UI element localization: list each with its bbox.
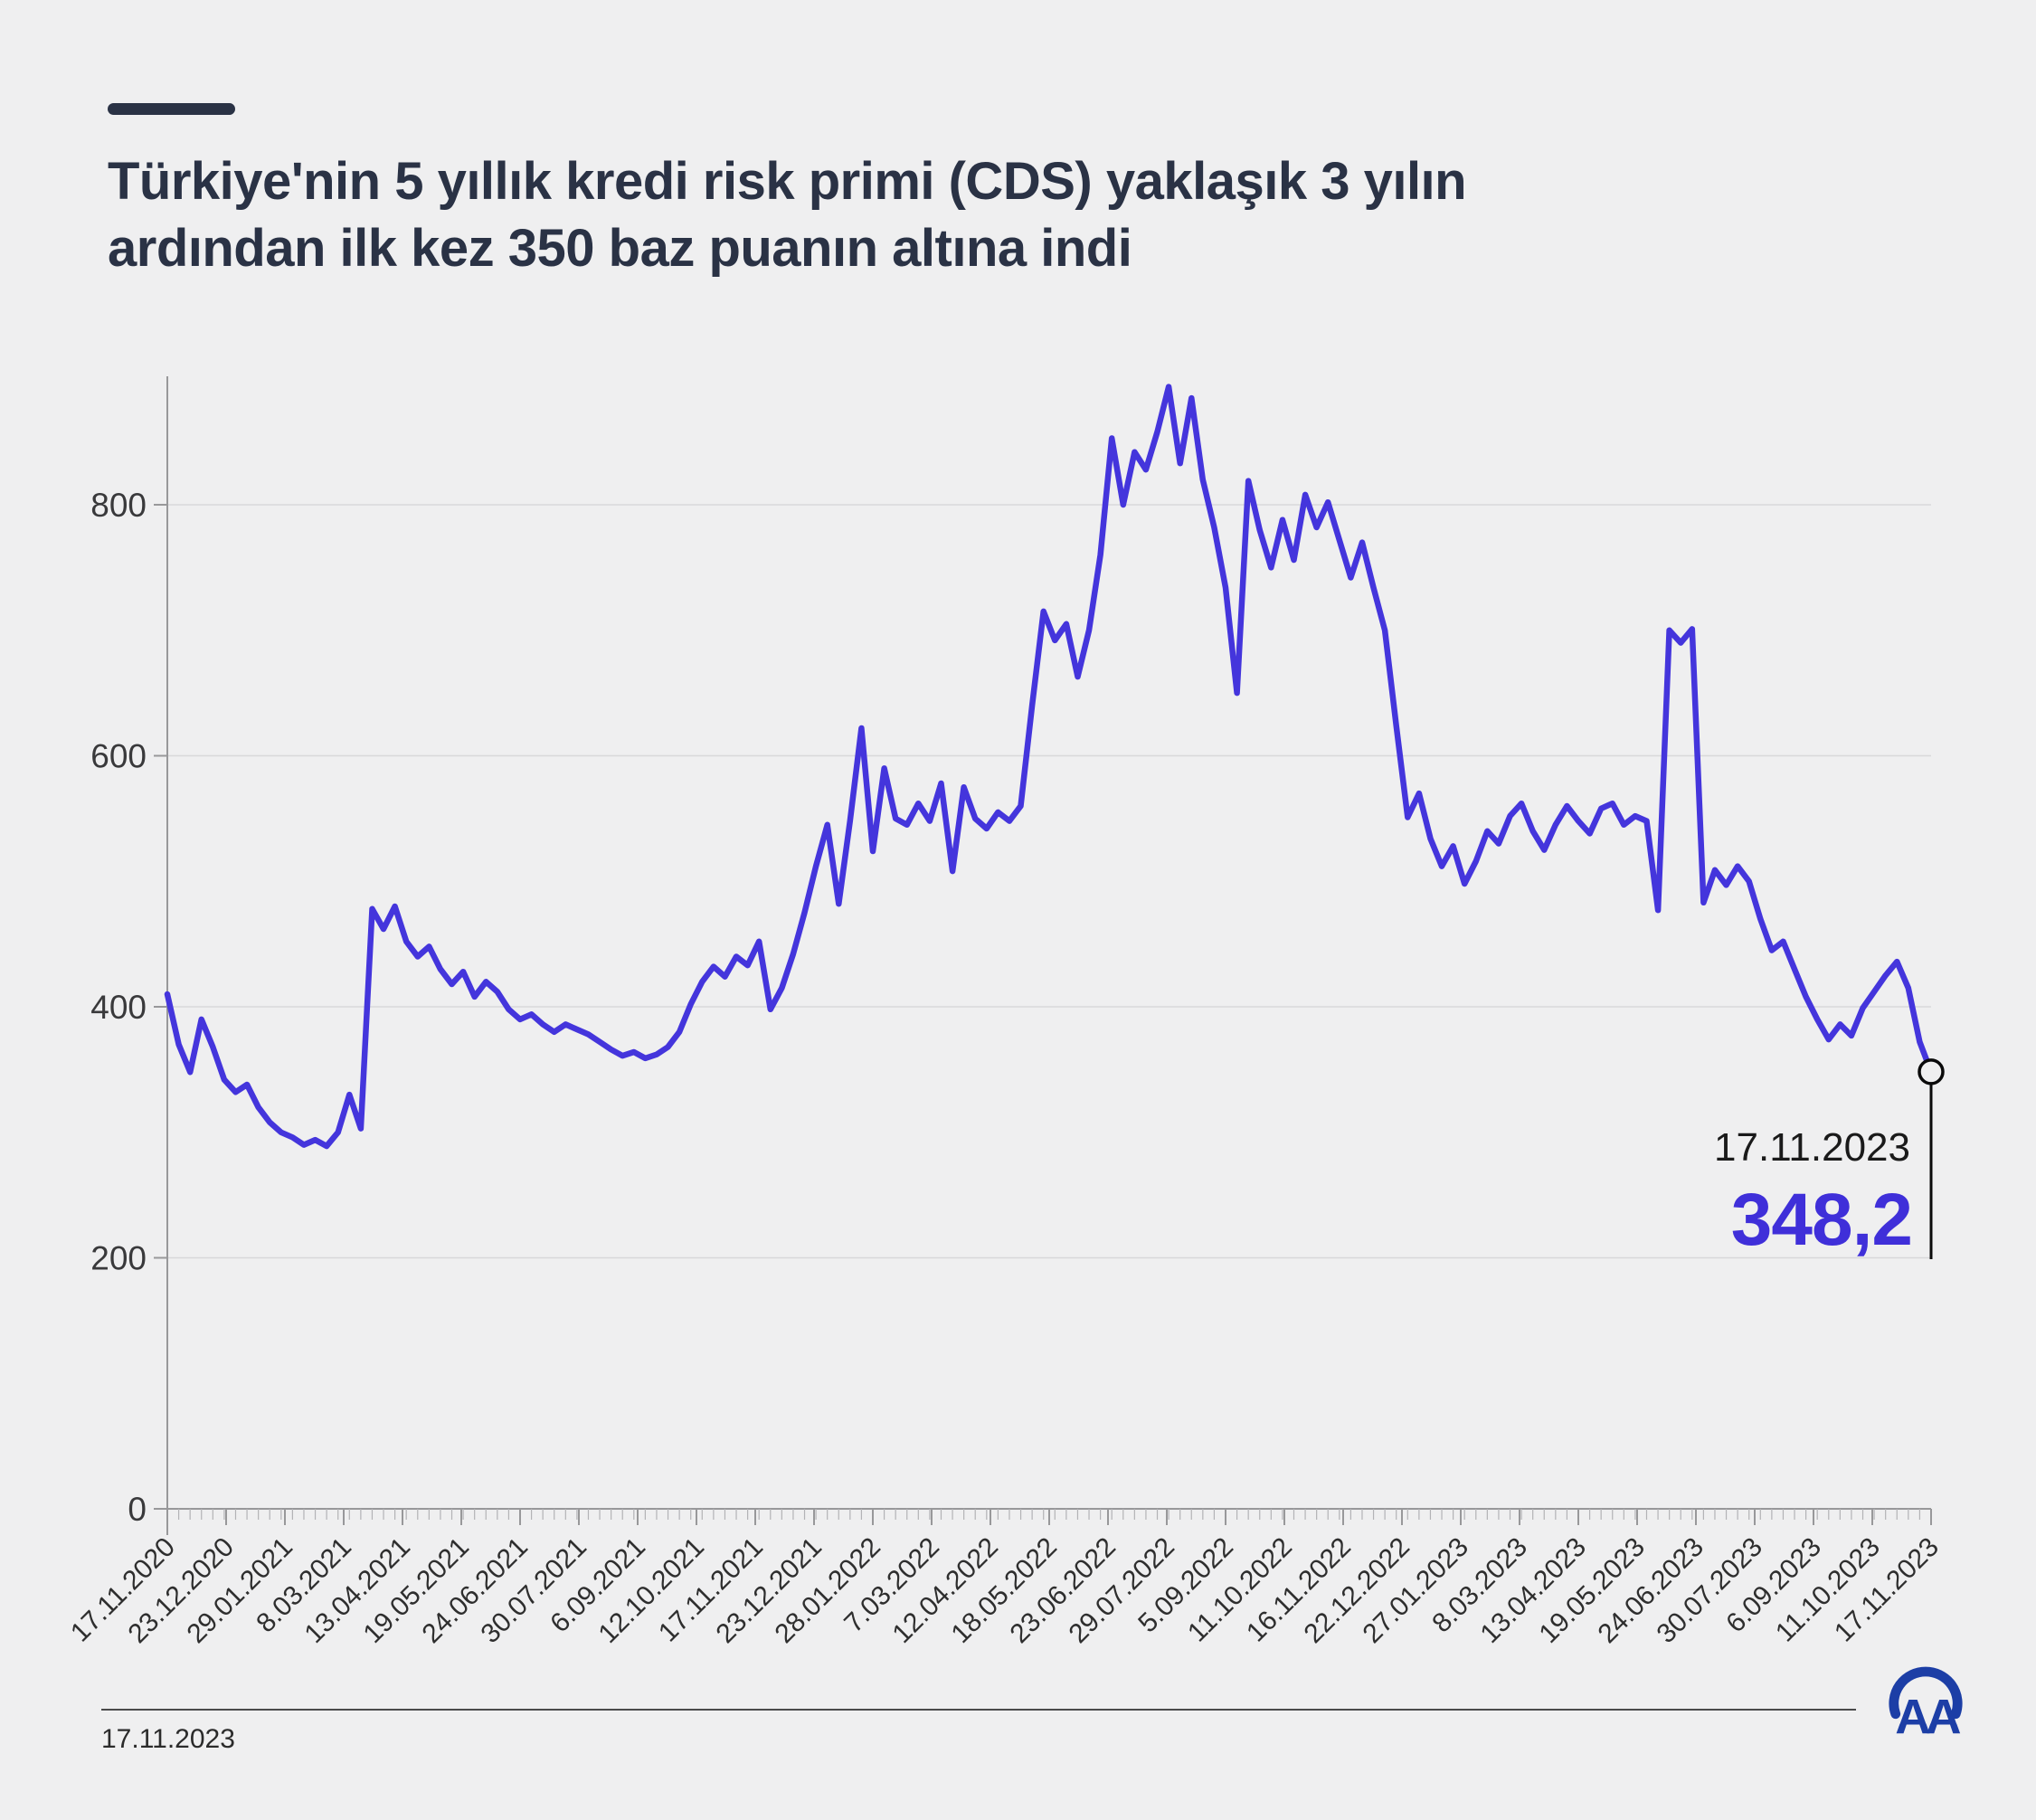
x-minor-ticks [166,1509,1932,1520]
page-title: Türkiye'nin 5 yıllık kredi risk primi (C… [108,148,1700,282]
aa-logo-letters: AA [1895,1688,1961,1744]
title-accent-bar [108,103,235,115]
y-tick-label-0: 0 [128,1491,147,1528]
annotation-value: 348,2 [1731,1179,1912,1261]
last-point-marker [1918,1058,1945,1085]
footer-divider [101,1709,1856,1711]
gridlines [167,504,1931,1259]
x-axis-labels: 17.11.202023.12.202029.01.20218.03.20211… [65,1509,1945,1649]
y-tick-label-600: 600 [90,738,147,775]
aa-logo: AA [1889,1666,1966,1744]
aa-logo-arc [1889,1666,1963,1720]
page-title-line1: Türkiye'nin 5 yıllık kredi risk primi (C… [108,152,1467,211]
y-tick-label-400: 400 [90,989,147,1026]
y-tick-label-800: 800 [90,487,147,524]
cds-line [164,384,1935,1150]
footer-date: 17.11.2023 [101,1724,235,1754]
page-title-line2: ardından ilk kez 350 baz puanın altına i… [108,219,1132,279]
y-tick-label-200: 200 [90,1240,147,1277]
y-axis-labels: 0 200 400 600 800 [90,487,167,1528]
annotation-date: 17.11.2023 [1714,1125,1910,1170]
